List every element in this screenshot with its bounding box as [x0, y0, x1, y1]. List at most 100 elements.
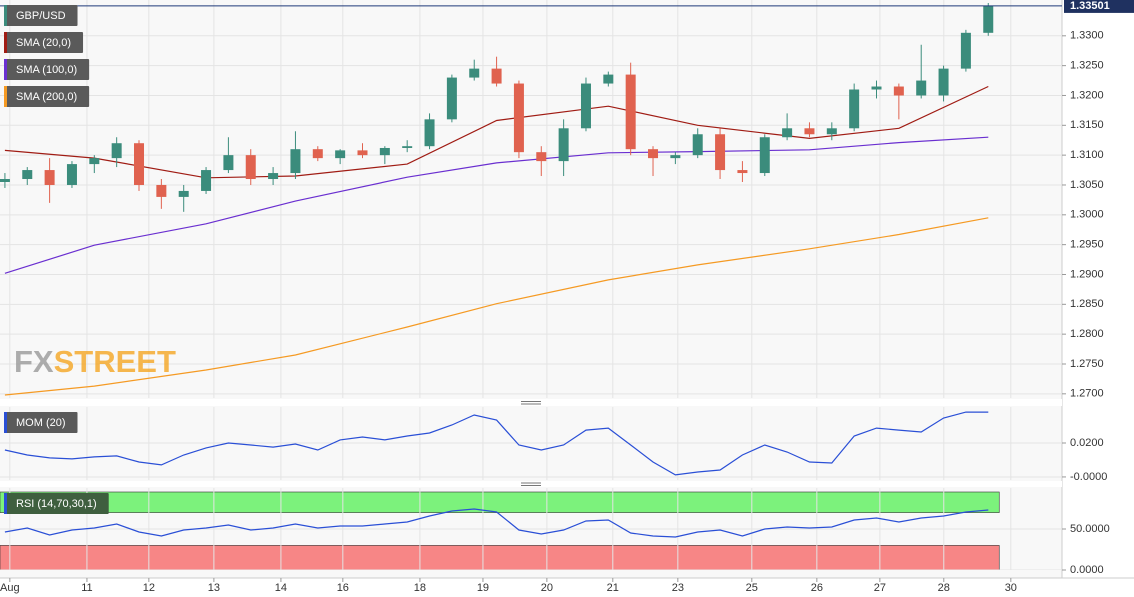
candle-body [312, 149, 323, 159]
y-tick-label: -0.0000 [1070, 471, 1107, 483]
panel [0, 488, 1062, 570]
candle-body [201, 170, 212, 191]
watermark: FX [14, 344, 54, 379]
candle-body [290, 149, 301, 174]
candle-body [804, 128, 815, 135]
x-tick-label: Aug [0, 582, 20, 594]
legend-box [4, 86, 90, 107]
x-tick-label: 18 [414, 582, 426, 594]
legend-box [4, 5, 78, 26]
y-tick-label: 1.2700 [1070, 388, 1104, 400]
candle-body [670, 155, 681, 159]
candle-body [558, 128, 569, 162]
candle-body [245, 155, 256, 180]
y-tick-label: 1.2800 [1070, 328, 1104, 340]
legend-item: RSI (14,70,30,1) [4, 493, 109, 514]
candle-body [89, 158, 100, 165]
legend-swatch [4, 493, 7, 514]
candle-body [826, 128, 837, 135]
x-tick-label: 16 [337, 582, 349, 594]
legend-label: RSI (14,70,30,1) [16, 498, 97, 510]
candle-body [268, 173, 279, 180]
legend-swatch [4, 5, 7, 26]
y-tick-label: 0.0000 [1070, 564, 1104, 576]
candle-body [357, 150, 368, 156]
y-tick-label: 0.0200 [1070, 437, 1104, 449]
candle-body [513, 83, 524, 153]
legend-item: SMA (20,0) [4, 32, 84, 53]
sma-line [4, 136, 989, 274]
oversold-band [0, 545, 1000, 570]
divider-handle[interactable] [521, 482, 541, 486]
x-tick-label: 25 [746, 582, 758, 594]
candle-body [469, 68, 480, 78]
legend-box [4, 493, 109, 514]
panel-divider[interactable] [0, 399, 1062, 406]
x-tick-label: 23 [672, 582, 684, 594]
y-tick-label: 1.2950 [1070, 239, 1104, 251]
candle-body [580, 83, 591, 129]
x-tick-label: 28 [938, 582, 950, 594]
legend-box [4, 412, 78, 433]
x-tick-label: 13 [208, 582, 220, 594]
panel-divider[interactable] [0, 481, 1062, 487]
sma-line [4, 85, 989, 179]
y-tick-label: 1.3250 [1070, 60, 1104, 72]
candle-body [893, 86, 904, 96]
candle-body [22, 170, 33, 180]
candle-body [66, 164, 77, 185]
x-tick-label: 30 [1005, 582, 1017, 594]
legend-item: SMA (100,0) [4, 59, 90, 80]
x-tick-label: 27 [874, 582, 886, 594]
candle-body [849, 89, 860, 129]
legend-swatch [4, 86, 7, 107]
legend-item: GBP/USD [4, 5, 78, 26]
legend-label: SMA (100,0) [16, 64, 77, 76]
candle-body [603, 74, 614, 84]
y-tick-label: 1.3000 [1070, 209, 1104, 221]
candle-body [178, 190, 189, 197]
indicator-line [4, 508, 989, 538]
y-tick-label: 1.3050 [1070, 179, 1104, 191]
candle-body [156, 184, 167, 197]
candle-body [715, 134, 726, 171]
last-price-label: 1.33501 [1070, 0, 1110, 12]
candle-body [782, 128, 793, 138]
legend-item: MOM (20) [4, 412, 78, 433]
candle-body [402, 146, 413, 148]
candle-body [379, 147, 390, 156]
candle-body [737, 170, 748, 174]
candle-body [111, 143, 122, 159]
candle-body [0, 179, 10, 182]
y-tick-label: 1.2850 [1070, 298, 1104, 310]
panel [0, 407, 1062, 480]
legend-label: MOM (20) [16, 417, 66, 429]
legend-item: SMA (200,0) [4, 86, 90, 107]
divider-handle[interactable] [521, 401, 541, 405]
candle-body [759, 137, 770, 174]
y-tick-label: 1.3200 [1070, 89, 1104, 101]
sma-line [4, 217, 989, 396]
candle-body [916, 80, 927, 96]
y-tick-label: 1.3100 [1070, 149, 1104, 161]
candle-body [648, 149, 659, 159]
watermark: STREET [54, 344, 176, 379]
candle-body [335, 150, 346, 159]
y-tick-label: 50.0000 [1070, 523, 1110, 535]
x-tick-label: 21 [607, 582, 619, 594]
x-tick-label: 12 [143, 582, 155, 594]
candle-body [44, 170, 55, 185]
candle-body [134, 143, 145, 185]
x-tick-label: 11 [81, 582, 92, 594]
legend-box [4, 32, 84, 53]
candle-body [983, 5, 994, 33]
overbought-band [0, 491, 1000, 513]
y-tick-label: 1.2900 [1070, 268, 1104, 280]
legend-swatch [4, 32, 7, 53]
legend-box [4, 59, 90, 80]
x-tick-label: 19 [477, 582, 489, 594]
legend-label: SMA (20,0) [16, 37, 71, 49]
candle-body [223, 155, 234, 171]
y-tick-label: 1.3300 [1070, 30, 1104, 42]
